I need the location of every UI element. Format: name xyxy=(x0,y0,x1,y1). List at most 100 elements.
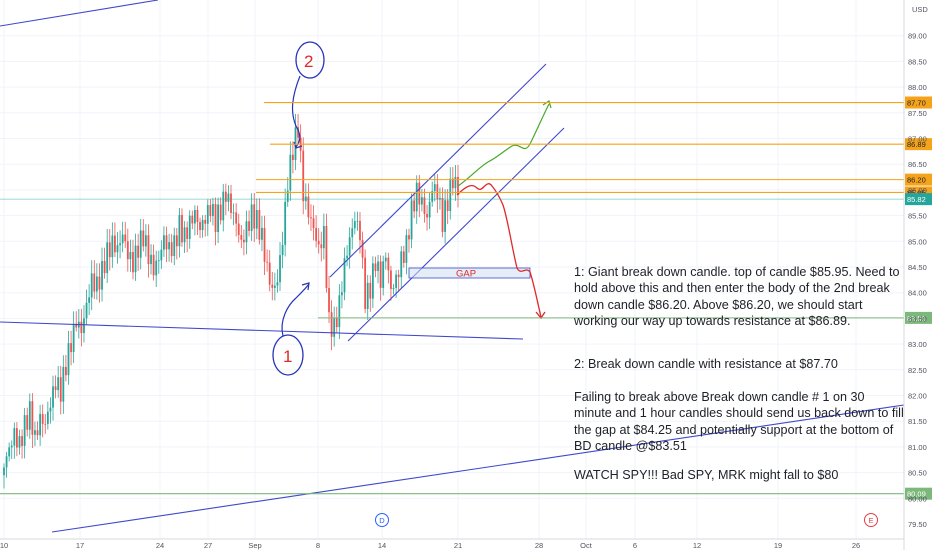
candle xyxy=(255,198,258,240)
note-3: Failing to break above Break down candle… xyxy=(574,390,904,454)
candle xyxy=(405,229,408,275)
candle-body xyxy=(418,182,421,205)
time-tick-label: Sep xyxy=(248,541,261,550)
candle-body xyxy=(258,210,261,240)
candle xyxy=(451,166,454,196)
candle xyxy=(431,181,434,207)
candle-body xyxy=(341,292,343,296)
candle xyxy=(237,213,240,243)
circle-1-label: 1 xyxy=(283,347,292,366)
candle-body xyxy=(116,245,119,253)
candle xyxy=(356,211,359,231)
candle xyxy=(139,218,142,270)
note-4: WATCH SPY!!! Bad SPY, MRK might fall to … xyxy=(574,468,839,482)
candle xyxy=(423,188,426,223)
circle-annotation-1 xyxy=(272,334,304,376)
event-marker-label: E xyxy=(868,516,873,525)
candle-body xyxy=(59,377,62,402)
candle xyxy=(34,421,36,447)
candle-body xyxy=(335,318,338,328)
time-tick-label: 6 xyxy=(633,541,637,550)
candle xyxy=(108,229,111,271)
candle xyxy=(98,263,101,303)
candle-body xyxy=(13,428,16,446)
candle xyxy=(193,205,196,236)
candle xyxy=(59,365,62,415)
price-tick-label: 84.50 xyxy=(908,263,927,272)
candle-body xyxy=(160,249,163,261)
candle xyxy=(13,422,16,459)
candle-body xyxy=(212,204,214,216)
candle xyxy=(191,210,194,230)
candle xyxy=(119,230,121,259)
candle xyxy=(70,330,72,366)
candle xyxy=(62,355,65,414)
price-tick-label: 79.50 xyxy=(908,520,927,529)
candle xyxy=(65,355,67,382)
candle xyxy=(199,217,201,239)
candle xyxy=(157,250,160,274)
candle-body xyxy=(451,178,454,189)
candle-body xyxy=(279,255,281,283)
candle xyxy=(170,234,173,263)
bearish-projection-path xyxy=(456,183,542,318)
candle-body xyxy=(439,198,441,200)
candle xyxy=(204,214,207,237)
candle-body xyxy=(201,219,204,231)
gap-label: GAP xyxy=(456,269,476,280)
candle-body xyxy=(209,205,212,216)
candle-body xyxy=(204,219,207,224)
candle-body xyxy=(292,154,294,160)
candle xyxy=(297,113,299,143)
candle xyxy=(351,218,354,250)
candle-body xyxy=(28,401,31,430)
candle xyxy=(322,213,325,260)
price-tick-label: 87.00 xyxy=(908,135,927,144)
candle-body xyxy=(240,235,243,240)
candle-body xyxy=(235,212,238,224)
candle-body xyxy=(413,200,416,212)
candle-body xyxy=(317,240,320,245)
candle xyxy=(279,242,281,291)
candle-body xyxy=(261,227,263,240)
candle xyxy=(235,203,238,237)
candle-body xyxy=(163,235,165,250)
candle-body xyxy=(410,200,413,240)
candle-body xyxy=(346,255,348,259)
trendline-upper-left xyxy=(0,0,159,27)
candle xyxy=(212,197,214,226)
candle-body xyxy=(137,245,140,258)
candle-body xyxy=(333,318,336,337)
candle xyxy=(3,463,5,489)
candle-body xyxy=(312,218,315,228)
candle-body xyxy=(387,257,390,271)
candle xyxy=(137,233,140,271)
price-tick-label: 86.50 xyxy=(908,160,927,169)
drawings-layer: GAP 2 1 xyxy=(0,0,905,533)
candle-body xyxy=(454,176,457,189)
candle xyxy=(201,215,204,238)
candle-body xyxy=(219,204,222,221)
candle-body xyxy=(181,214,183,243)
candle-body xyxy=(397,274,400,278)
candle xyxy=(436,174,439,213)
candle xyxy=(273,272,276,301)
candle xyxy=(147,224,150,278)
price-level-tag-label: 83.51 xyxy=(907,314,926,323)
candle-body xyxy=(268,262,271,285)
candle xyxy=(276,269,279,293)
candle xyxy=(258,198,261,245)
candle xyxy=(111,222,114,268)
candle-body xyxy=(248,221,250,231)
candle xyxy=(439,187,441,210)
candle xyxy=(90,260,93,311)
candle xyxy=(26,407,29,437)
candle-body xyxy=(255,210,258,229)
candle xyxy=(302,137,305,215)
candle xyxy=(39,404,42,446)
candle-body xyxy=(361,240,364,258)
candle-body xyxy=(121,234,124,244)
candle-body xyxy=(343,258,346,293)
